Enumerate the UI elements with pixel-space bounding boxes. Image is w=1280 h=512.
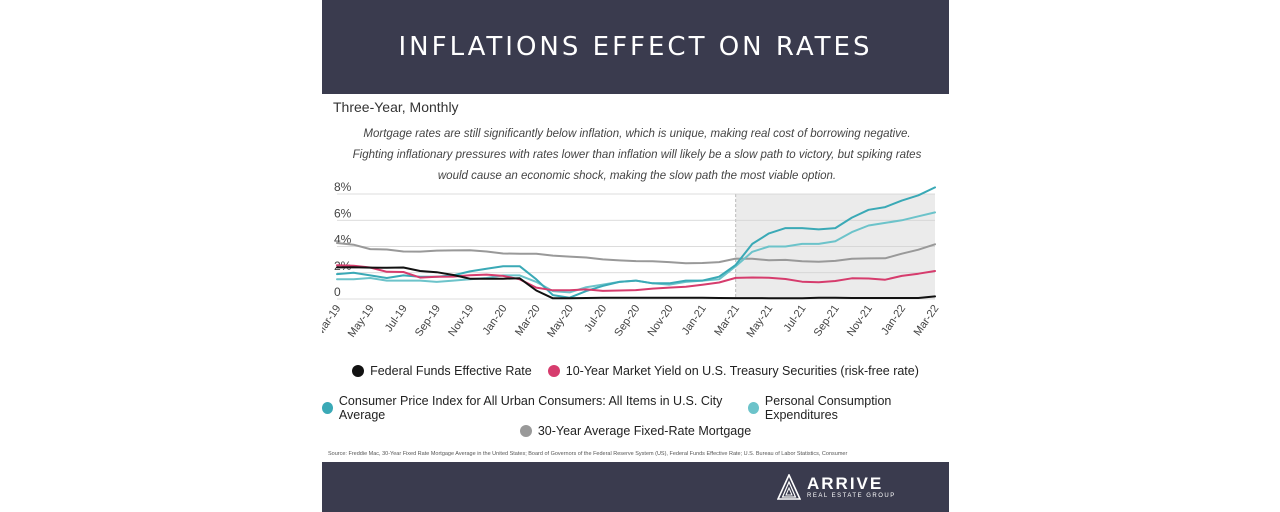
legend-item-cpi: Consumer Price Index for All Urban Consu… bbox=[322, 394, 732, 422]
infographic-panel: INFLATIONS EFFECT ON RATES Three-Year, M… bbox=[322, 0, 949, 512]
page-title: INFLATIONS EFFECT ON RATES bbox=[398, 32, 873, 62]
y-tick-label: 0 bbox=[334, 285, 341, 299]
legend-dot-icon bbox=[748, 402, 759, 414]
x-tick-label: Jan-20 bbox=[480, 303, 509, 337]
footer-banner: ARRIVE REAL ESTATE GROUP bbox=[322, 462, 949, 512]
x-tick-label: May-21 bbox=[744, 303, 775, 340]
x-tick-label: Nov-21 bbox=[845, 303, 875, 339]
legend-dot-icon bbox=[547, 365, 560, 377]
legend-label: Federal Funds Effective Rate bbox=[370, 364, 532, 378]
note-line-1: Mortgage rates are still significantly b… bbox=[363, 128, 911, 140]
title-banner: INFLATIONS EFFECT ON RATES bbox=[322, 0, 949, 94]
note-line-3: would cause an economic shock, making th… bbox=[437, 170, 837, 182]
series-line-fed bbox=[336, 266, 936, 300]
x-tick-label: Jan-21 bbox=[680, 303, 709, 337]
legend-dot-icon bbox=[322, 402, 333, 414]
legend-label: 30-Year Average Fixed-Rate Mortgage bbox=[537, 424, 752, 438]
legend-label: Personal Consumption Expenditures bbox=[764, 394, 892, 422]
triangle-logo-icon bbox=[777, 474, 801, 500]
legend-label: Consumer Price Index for All Urban Consu… bbox=[338, 394, 723, 422]
x-tick-label: Nov-19 bbox=[446, 303, 476, 339]
legend-item-pce: Personal Consumption Expenditures bbox=[748, 394, 949, 422]
legend-item-mortgage: 30-Year Average Fixed-Rate Mortgage bbox=[519, 424, 752, 438]
legend-item-fed: Federal Funds Effective Rate bbox=[352, 364, 532, 378]
legend-label: 10-Year Market Yield on U.S. Treasury Se… bbox=[565, 364, 919, 378]
x-tick-label: Mar-19 bbox=[322, 303, 343, 338]
x-tick-label: Sep-21 bbox=[812, 303, 842, 339]
x-tick-label: Mar-20 bbox=[513, 303, 543, 338]
series-line-mortgage bbox=[336, 242, 936, 265]
note-line-2: Fighting inflationary pressures with rat… bbox=[352, 149, 922, 161]
x-tick-label: Jul-21 bbox=[782, 303, 809, 334]
legend-dot-icon bbox=[519, 425, 532, 437]
chart-subtitle: Three-Year, Monthly bbox=[333, 99, 459, 115]
arrive-logo: ARRIVE REAL ESTATE GROUP bbox=[777, 474, 896, 500]
y-tick-label: 8% bbox=[334, 180, 352, 194]
rates-line-chart: 02%4%6%8%Mar-19 May-19 Jul-19 Sep-19 Nov-19 J… bbox=[322, 180, 942, 340]
x-tick-label: May-20 bbox=[545, 303, 576, 340]
series-line-treasury bbox=[336, 264, 936, 292]
x-tick-label: Sep-19 bbox=[413, 303, 443, 339]
x-tick-label: Jul-20 bbox=[582, 303, 609, 334]
x-tick-label: Jul-19 bbox=[383, 303, 410, 334]
legend-row-1: Federal Funds Effective Rate 10-Year Mar… bbox=[322, 364, 949, 378]
x-tick-label: May-19 bbox=[346, 303, 377, 340]
y-tick-label: 6% bbox=[334, 206, 352, 220]
x-tick-label: Mar-21 bbox=[712, 303, 742, 338]
brand-name: ARRIVE bbox=[807, 474, 884, 493]
legend-row-2: Consumer Price Index for All Urban Consu… bbox=[322, 394, 949, 422]
x-tick-label: Jan-22 bbox=[879, 303, 908, 337]
x-tick-label: Sep-20 bbox=[612, 303, 642, 339]
x-tick-label: Nov-20 bbox=[646, 303, 676, 339]
source-note: Source: Freddie Mac, 30-Year Fixed Rate … bbox=[328, 451, 848, 457]
legend-dot-icon bbox=[352, 365, 365, 377]
legend-item-treasury: 10-Year Market Yield on U.S. Treasury Se… bbox=[547, 364, 919, 378]
brand-tagline: REAL ESTATE GROUP bbox=[807, 493, 896, 499]
x-tick-label: Mar-22 bbox=[912, 303, 942, 338]
legend-row-3: 30-Year Average Fixed-Rate Mortgage bbox=[322, 424, 949, 438]
